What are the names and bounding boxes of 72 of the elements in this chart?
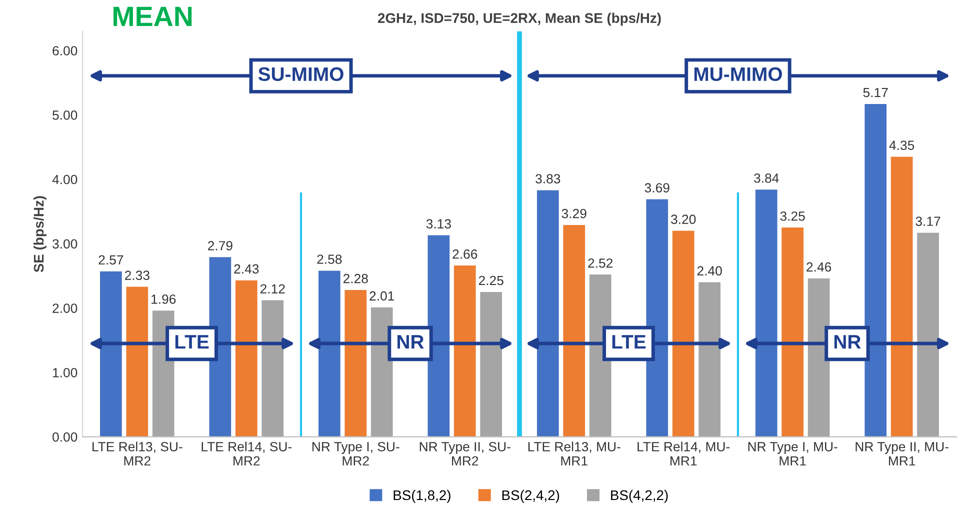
bar	[917, 232, 939, 437]
data-label: 2.52	[588, 258, 612, 268]
bar	[782, 228, 804, 437]
data-label: 2.46	[806, 262, 832, 272]
bar	[698, 282, 720, 437]
annotation: LTE	[612, 335, 646, 349]
data-label: 3.17	[916, 216, 940, 226]
data-label: 2.25	[478, 276, 504, 286]
bar	[646, 199, 668, 437]
bar	[755, 190, 778, 437]
bar	[563, 224, 586, 437]
bar	[428, 235, 450, 437]
bar	[536, 190, 559, 437]
data-label: 3.20	[671, 214, 696, 224]
data-label: 2.58	[317, 254, 342, 264]
x-tick-label: NR Type II, SU-MR2	[420, 442, 510, 466]
annotation: NR	[398, 335, 424, 349]
data-label: 2.43	[234, 264, 259, 274]
annotation: SU-MIMO	[258, 67, 344, 82]
bar	[344, 290, 367, 437]
data-label: 2.57	[98, 255, 124, 265]
bar	[262, 300, 284, 437]
x-tick-label: LTE Rel14, MU-MR1	[638, 442, 730, 466]
bar	[672, 230, 694, 437]
y-tick-label: 0.00	[52, 432, 78, 442]
data-label: 3.69	[644, 183, 670, 192]
y-axis-title: SE (bps/Hz)	[33, 196, 46, 272]
chart-title: 2GHz, ISD=750, UE=2RX, Mean SE (bps/Hz)	[378, 12, 661, 26]
bar	[100, 271, 122, 437]
data-label: 3.13	[426, 219, 451, 229]
data-label: 2.01	[370, 291, 394, 301]
annotation: LTE	[175, 335, 209, 349]
bar	[126, 286, 148, 437]
bar	[318, 270, 340, 437]
data-label: 3.84	[754, 173, 779, 183]
data-label: 1.96	[152, 294, 176, 304]
x-tick-label: LTE Rel14, SU-MR2	[202, 442, 292, 466]
data-label: 3.25	[780, 211, 805, 221]
data-label: 2.66	[452, 249, 478, 259]
x-tick-label: LTE Rel13, SU-MR2	[92, 442, 182, 466]
data-label: 2.28	[343, 274, 368, 284]
text: MEAN	[114, 6, 192, 26]
y-tick-label: 4.00	[52, 174, 78, 184]
data-label: 5.17	[863, 88, 888, 98]
x-tick-label: NR Type II, MU-MR1	[856, 442, 948, 466]
bar	[480, 292, 502, 437]
bar	[235, 280, 258, 437]
bar	[370, 307, 393, 437]
y-tick-label: 6.00	[52, 46, 78, 56]
data-label: 2.33	[124, 270, 150, 280]
data-label: 3.83	[536, 174, 560, 184]
x-tick-label: LTE Rel13, MU-MR1	[528, 442, 620, 466]
y-tick-label: 5.00	[52, 110, 78, 120]
y-tick-label: 1.00	[53, 368, 78, 378]
y-tick-label: 3.00	[52, 239, 78, 249]
bar	[864, 104, 887, 437]
bar	[890, 156, 913, 437]
bar	[454, 266, 476, 437]
data-label: 2.40	[697, 266, 722, 276]
annotation: NR	[834, 335, 861, 349]
legend-label: BS(2,4,2)	[502, 490, 560, 503]
x-tick-label: NR Type I, SU-MR2	[312, 442, 400, 466]
x-tick-label: NR Type I, MU-MR1	[748, 442, 838, 466]
annotation: MU-MIMO	[694, 67, 782, 82]
data-label: 2.79	[208, 241, 232, 250]
data-label: 3.29	[562, 208, 586, 218]
data-label: 2.12	[260, 284, 285, 294]
data-label: 4.35	[889, 140, 914, 150]
bar	[808, 278, 830, 437]
legend-label: BS(1,8,2)	[394, 490, 450, 503]
y-tick-label: 2.00	[52, 304, 78, 313]
legend-label: BS(4,2,2)	[611, 490, 668, 503]
